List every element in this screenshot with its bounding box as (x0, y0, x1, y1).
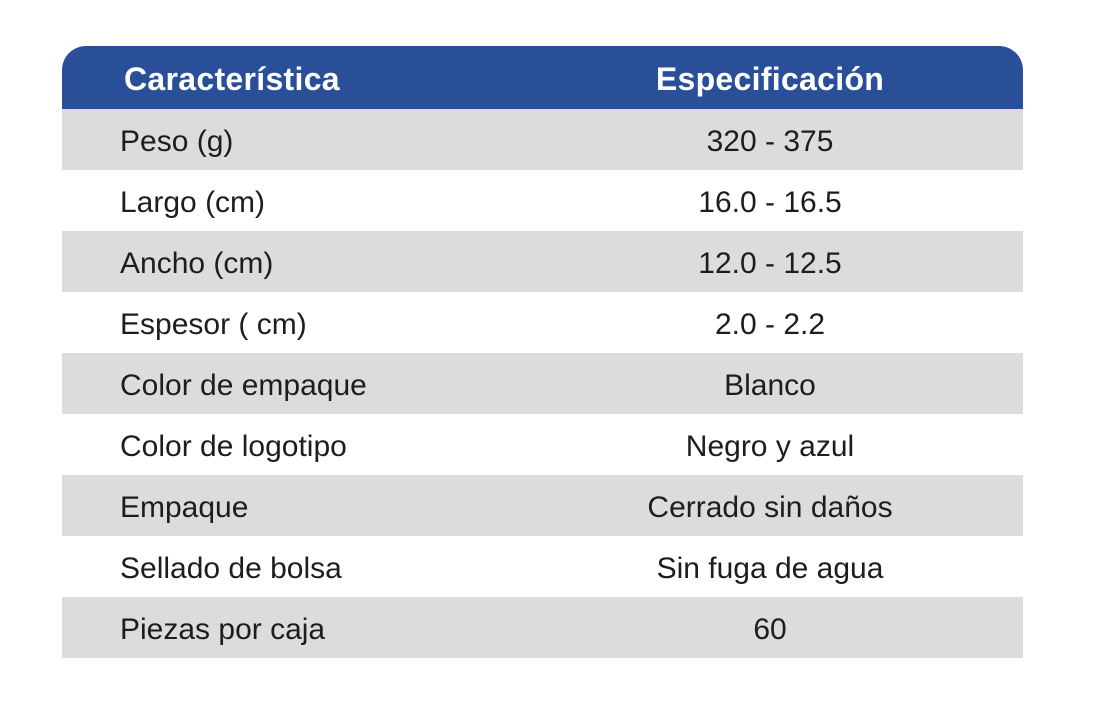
spec-cell: 320 - 375 (706, 125, 834, 158)
table-row: Largo (cm) 16.0 - 16.5 (62, 170, 1023, 231)
header-feature: Característica (124, 61, 340, 97)
spec-cell: Cerrado sin daños (647, 491, 893, 524)
spec-cell: Negro y azul (685, 430, 855, 463)
spec-cell: Blanco (724, 369, 816, 402)
table-row: Empaque Cerrado sin daños (62, 475, 1023, 536)
table-row: Ancho (cm) 12.0 - 12.5 (62, 231, 1023, 292)
feature-cell: Color de logotipo (120, 430, 347, 463)
feature-cell: Espesor ( cm) (120, 308, 307, 341)
spec-cell: 16.0 - 16.5 (698, 186, 842, 219)
feature-cell: Sellado de bolsa (120, 552, 342, 585)
table-header: Característica Especificación (62, 46, 1023, 109)
table-row: Peso (g) 320 - 375 (62, 109, 1023, 170)
feature-cell: Largo (cm) (120, 186, 266, 219)
spec-cell: 60 (753, 613, 787, 646)
feature-cell: Ancho (cm) (120, 247, 274, 280)
spec-cell: Sin fuga de agua (656, 552, 884, 585)
header-spec: Especificación (655, 61, 885, 97)
feature-cell: Peso (g) (120, 125, 234, 158)
table-row: Color de logotipo Negro y azul (62, 414, 1023, 475)
spec-cell: 2.0 - 2.2 (714, 308, 826, 341)
feature-cell: Color de empaque (120, 369, 367, 402)
table-row: Espesor ( cm) 2.0 - 2.2 (62, 292, 1023, 353)
table-row: Color de empaque Blanco (62, 353, 1023, 414)
spec-cell: 12.0 - 12.5 (698, 247, 842, 280)
feature-cell: Piezas por caja (120, 613, 326, 646)
specification-table: Característica Especificación Peso (g) 3… (62, 46, 1023, 658)
table-row: Sellado de bolsa Sin fuga de agua (62, 536, 1023, 597)
feature-cell: Empaque (120, 491, 249, 524)
table-row: Piezas por caja 60 (62, 597, 1023, 658)
